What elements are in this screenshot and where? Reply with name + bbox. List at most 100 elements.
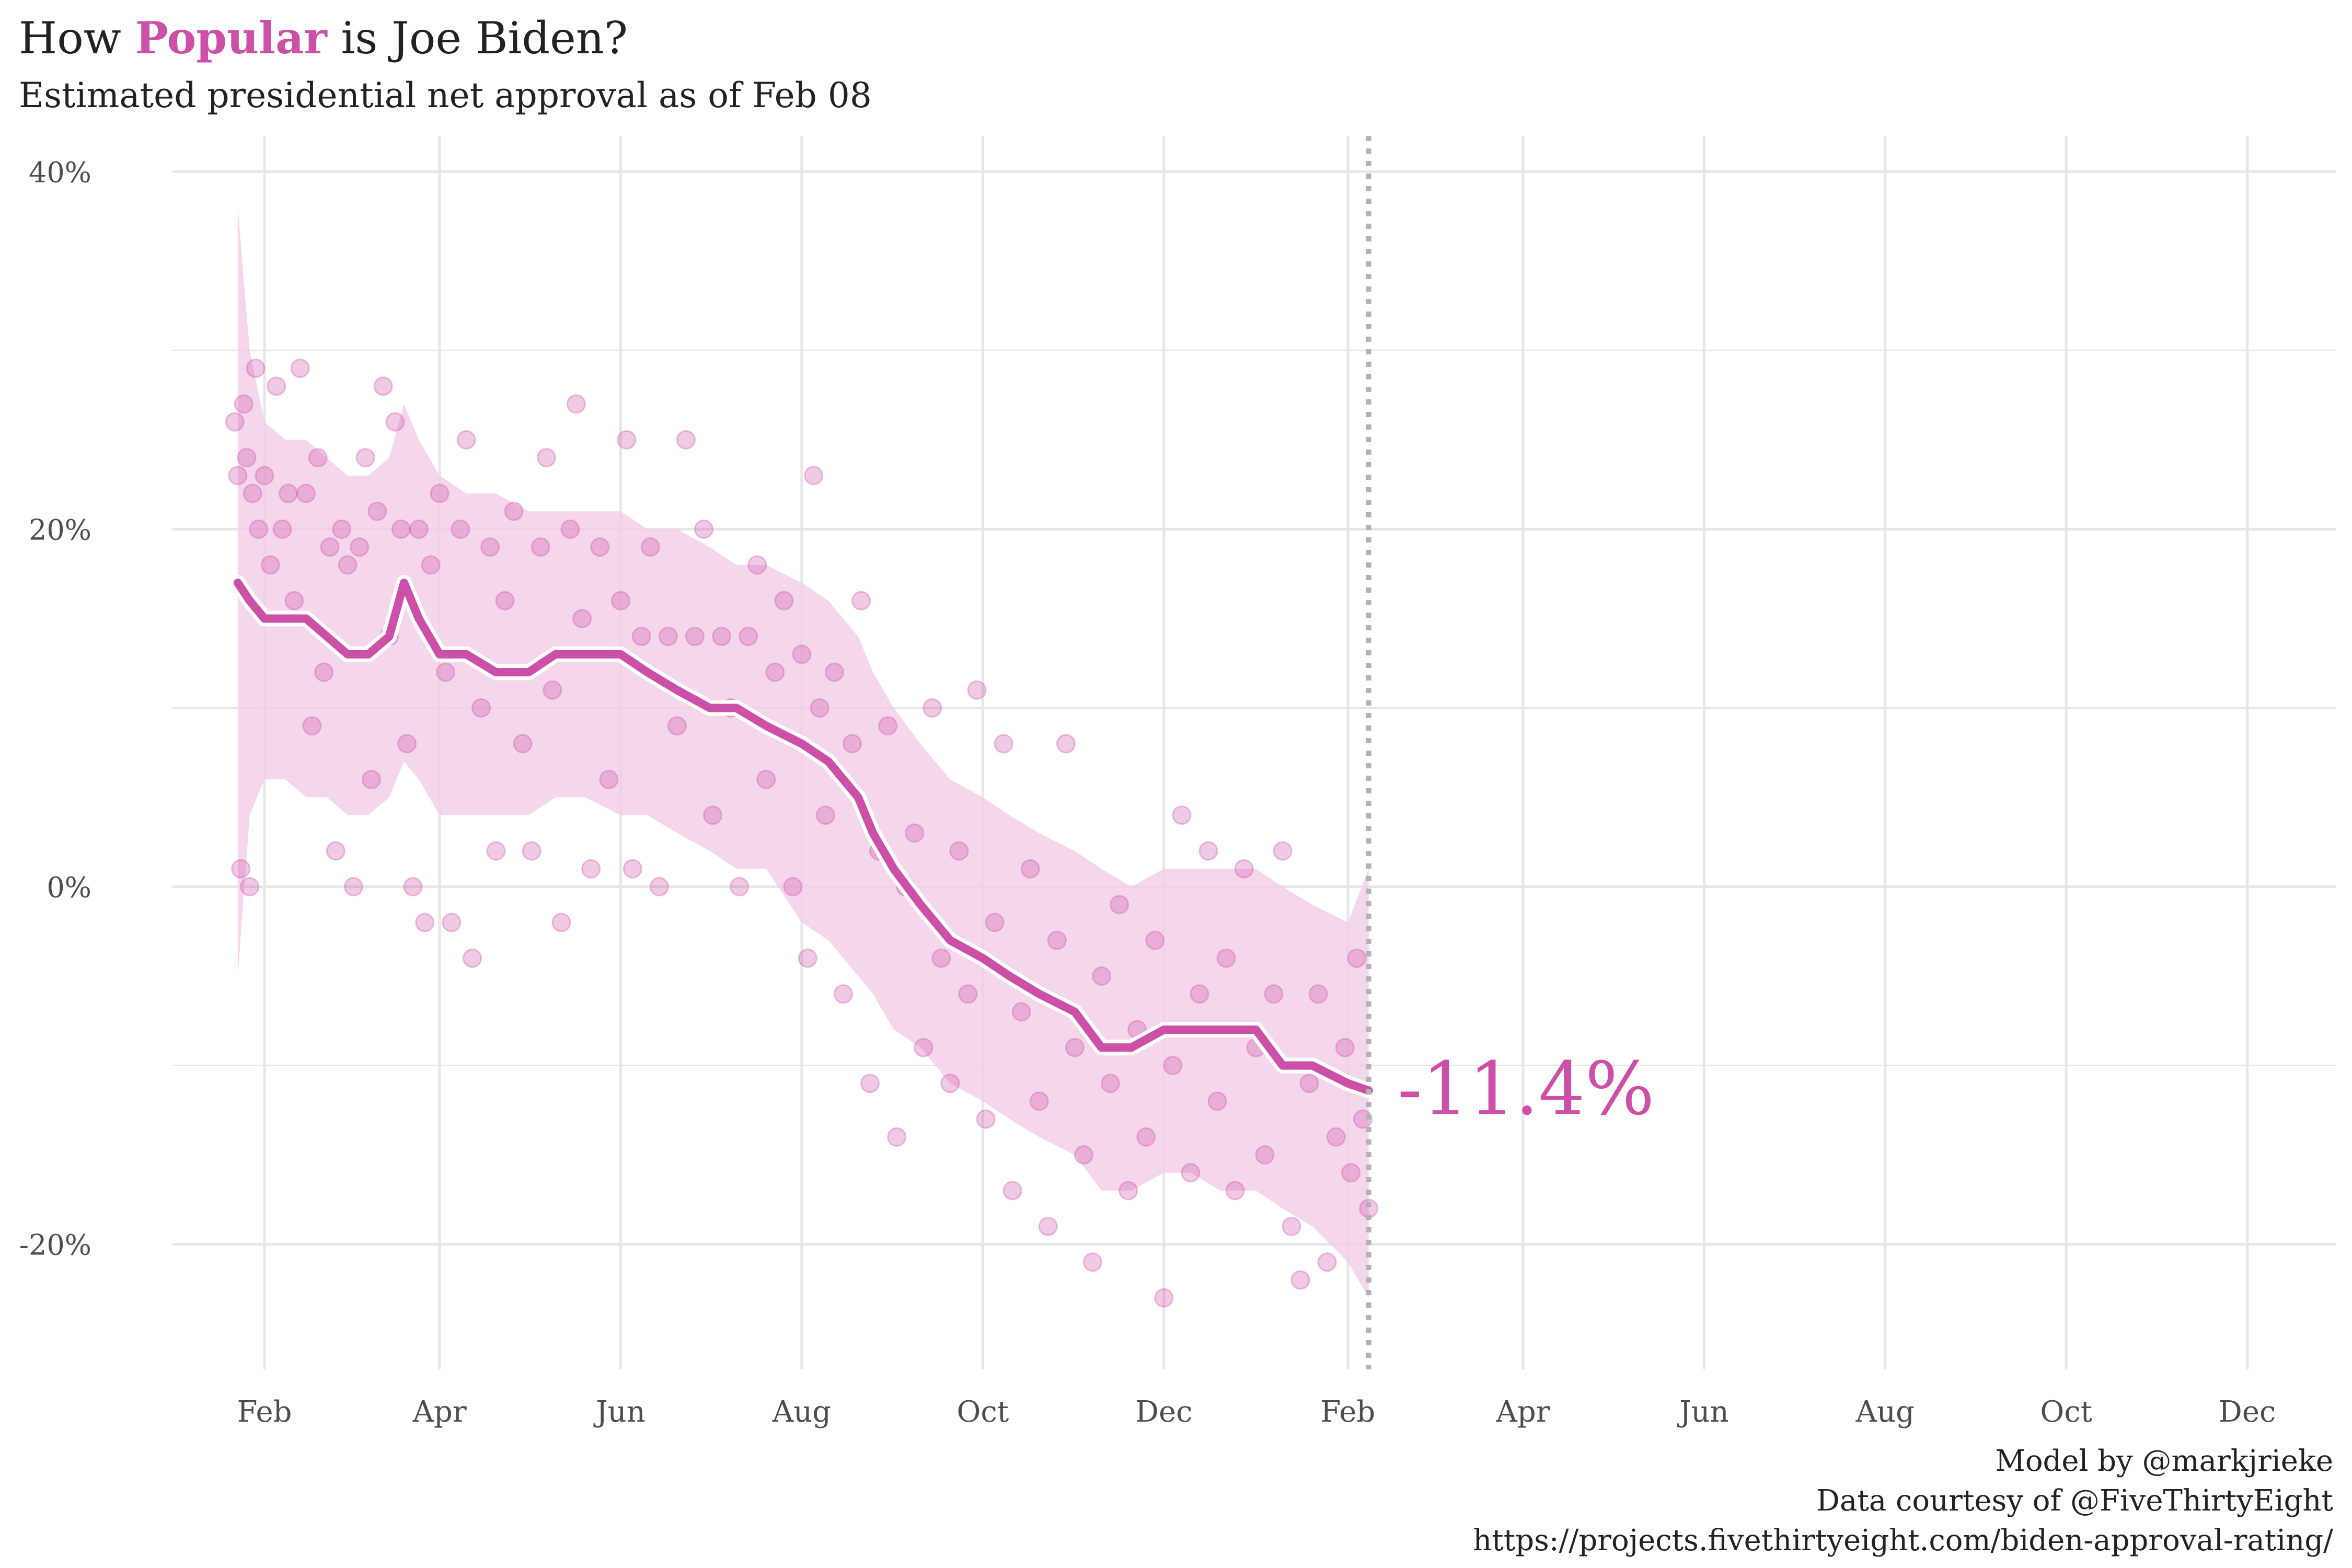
poll-point bbox=[649, 877, 669, 897]
poll-point bbox=[676, 430, 696, 449]
poll-point bbox=[914, 1037, 933, 1057]
poll-point bbox=[804, 466, 824, 486]
caption-line-data: Data courtesy of @FiveThirtyEight bbox=[1816, 1484, 2333, 1518]
poll-point bbox=[391, 519, 411, 539]
x-tick-label: Dec bbox=[2219, 1395, 2276, 1429]
poll-point bbox=[923, 698, 942, 718]
poll-point bbox=[1172, 805, 1192, 825]
poll-point bbox=[290, 359, 310, 378]
poll-point bbox=[905, 823, 925, 843]
poll-point bbox=[332, 519, 352, 539]
poll-point bbox=[1216, 948, 1236, 968]
x-axis-ticks: Feb Apr Jun Aug Oct Dec Feb Apr Jun Aug Oct Dec bbox=[237, 1395, 2276, 1429]
poll-point bbox=[1335, 1037, 1355, 1057]
poll-point bbox=[631, 627, 651, 647]
poll-point bbox=[712, 627, 732, 647]
poll-point bbox=[1163, 1056, 1183, 1076]
poll-point bbox=[480, 537, 500, 557]
poll-point bbox=[940, 1074, 960, 1093]
poll-point bbox=[581, 859, 601, 879]
poll-point bbox=[231, 859, 251, 879]
poll-point bbox=[560, 519, 580, 539]
poll-point bbox=[415, 913, 435, 932]
poll-point bbox=[361, 769, 381, 789]
poll-point bbox=[338, 555, 358, 575]
poll-point bbox=[355, 448, 375, 468]
poll-point bbox=[451, 519, 470, 539]
poll-point bbox=[272, 519, 292, 539]
poll-point bbox=[471, 698, 491, 718]
poll-point bbox=[703, 805, 723, 825]
poll-point bbox=[551, 913, 571, 932]
poll-point bbox=[1190, 984, 1209, 1004]
poll-point bbox=[566, 394, 586, 414]
poll-point bbox=[1047, 930, 1067, 950]
x-tick-label: Dec bbox=[1135, 1395, 1192, 1429]
poll-point bbox=[931, 948, 951, 968]
caption-line-url: https://projects.fivethirtyeight.com/bid… bbox=[1473, 1524, 2333, 1558]
poll-point bbox=[572, 608, 592, 628]
poll-point bbox=[747, 555, 767, 575]
x-tick-label: Jun bbox=[593, 1395, 645, 1429]
poll-point bbox=[590, 537, 610, 557]
poll-point bbox=[1110, 895, 1129, 915]
poll-point bbox=[537, 448, 557, 468]
poll-point bbox=[824, 662, 844, 682]
title-highlight: Popular bbox=[135, 12, 327, 64]
trend-line-estimate bbox=[233, 579, 1373, 1095]
poll-point bbox=[810, 698, 829, 718]
approval-chart: 40% 20% 0% -20% Feb Apr Jun Aug Oct Dec Feb Apr Jun… bbox=[19, 136, 2336, 1429]
poll-point bbox=[267, 376, 286, 396]
poll-point bbox=[1255, 1145, 1275, 1165]
poll-point bbox=[640, 537, 660, 557]
poll-point bbox=[260, 555, 280, 575]
poll-point bbox=[430, 483, 449, 503]
poll-point bbox=[246, 359, 266, 378]
y-axis-ticks: 40% 20% 0% -20% bbox=[19, 156, 91, 1261]
poll-point bbox=[1038, 1216, 1058, 1236]
poll-point bbox=[403, 877, 423, 897]
poll-point bbox=[1002, 1181, 1022, 1201]
poll-point bbox=[1225, 1181, 1245, 1201]
poll-point bbox=[397, 734, 417, 754]
poll-point bbox=[1154, 1288, 1174, 1308]
poll-point bbox=[543, 680, 562, 700]
poll-point bbox=[667, 716, 687, 736]
poll-point bbox=[435, 662, 455, 682]
y-tick-label: 40% bbox=[29, 156, 91, 189]
poll-point bbox=[228, 466, 248, 486]
poll-point bbox=[985, 913, 1005, 932]
poll-point bbox=[456, 430, 476, 449]
poll-point bbox=[409, 519, 429, 539]
poll-point bbox=[255, 466, 274, 486]
poll-point bbox=[878, 716, 898, 736]
x-tick-label: Feb bbox=[1320, 1395, 1375, 1429]
poll-point bbox=[249, 519, 269, 539]
poll-point bbox=[522, 841, 541, 861]
poll-point bbox=[783, 877, 803, 897]
poll-point bbox=[887, 1127, 907, 1147]
poll-point bbox=[495, 591, 515, 610]
poll-point bbox=[1234, 859, 1254, 879]
poll-point bbox=[1136, 1127, 1156, 1147]
poll-point bbox=[463, 948, 482, 968]
poll-point bbox=[1119, 1181, 1138, 1201]
y-tick-label: -20% bbox=[19, 1229, 91, 1262]
poll-point bbox=[658, 627, 678, 647]
poll-point bbox=[958, 984, 978, 1004]
poll-point bbox=[1326, 1127, 1346, 1147]
poll-point bbox=[320, 537, 340, 557]
poll-point bbox=[302, 716, 322, 736]
poll-point bbox=[967, 680, 987, 700]
trend-line bbox=[229, 575, 1377, 1099]
poll-point bbox=[296, 483, 316, 503]
caption-line-model: Model by @markjrieke bbox=[1995, 1444, 2334, 1478]
poll-point bbox=[949, 841, 969, 861]
poll-point bbox=[225, 412, 245, 432]
poll-point bbox=[367, 501, 387, 521]
x-tick-label: Aug bbox=[772, 1395, 831, 1429]
poll-point bbox=[1020, 859, 1040, 879]
poll-point bbox=[739, 627, 758, 647]
poll-point bbox=[240, 877, 260, 897]
poll-point bbox=[278, 483, 298, 503]
